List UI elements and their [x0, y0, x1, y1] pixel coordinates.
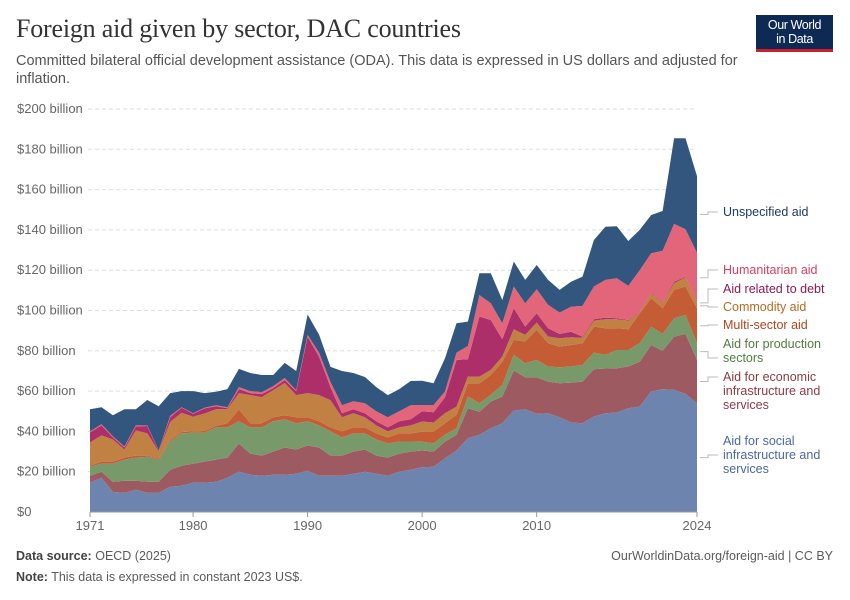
area-commodity-aid[interactable] — [90, 277, 697, 466]
label-connector — [700, 288, 718, 304]
label-connector — [700, 454, 718, 459]
data-source: Data source: OECD (2025) — [16, 549, 171, 563]
source-link[interactable]: OurWorldinData.org/foreign-aid | CC BY — [611, 549, 833, 563]
x-tick-label: 2010 — [522, 518, 551, 533]
series-label: Aid related to debt — [723, 282, 825, 296]
series-label: infrastructure and — [723, 448, 820, 462]
x-tick-label: 1980 — [179, 518, 208, 533]
series-label: Aid for social — [723, 434, 795, 448]
area-multi-sector-aid[interactable] — [90, 286, 697, 467]
y-tick-label: $0 — [17, 504, 31, 519]
y-tick-label: $40 billion — [17, 423, 76, 438]
chart-title: Foreign aid given by sector, DAC countri… — [16, 14, 461, 43]
owid-logo[interactable]: Our World in Data — [756, 15, 833, 52]
note: Note: This data is expressed in constant… — [16, 570, 303, 584]
area-aid-related-to-debt[interactable] — [90, 276, 697, 452]
y-tick-label: $60 billion — [17, 383, 76, 398]
series-label: Aid for production — [723, 337, 821, 351]
series-label: services — [723, 398, 769, 412]
x-tick-label: 2000 — [408, 518, 437, 533]
area-aid-for-production-sectors[interactable] — [90, 314, 697, 482]
x-tick-label: 2024 — [683, 518, 712, 533]
label-connector — [700, 211, 718, 215]
series-label: Aid for economic — [723, 370, 816, 384]
chart-subtitle: Committed bilateral official development… — [16, 53, 738, 87]
series-label: sectors — [723, 351, 763, 365]
y-tick-label: $200 billion — [17, 101, 83, 116]
label-connector — [700, 305, 718, 308]
series-label: services — [723, 462, 769, 476]
y-tick-label: $160 billion — [17, 182, 83, 197]
y-tick-label: $180 billion — [17, 141, 83, 156]
areas — [90, 138, 697, 512]
label-connector — [700, 269, 718, 279]
series-label: infrastructure and — [723, 384, 820, 398]
y-tick-label: $80 billion — [17, 343, 76, 358]
label-connector — [700, 324, 718, 327]
y-tick-label: $20 billion — [17, 464, 76, 479]
area-aid-for-social-infrastructure-and-services[interactable] — [90, 389, 697, 512]
series-label: Humanitarian aid — [723, 263, 818, 277]
y-tick-label: $140 billion — [17, 222, 83, 237]
y-tick-label: $100 billion — [17, 303, 83, 318]
x-tick-label: 1971 — [76, 518, 105, 533]
series-label: Commodity aid — [723, 300, 806, 314]
x-tick-label: 1990 — [293, 518, 322, 533]
series-label: Multi-sector aid — [723, 318, 808, 332]
label-connector — [700, 376, 718, 382]
label-connector — [700, 351, 718, 359]
y-tick-label: $120 billion — [17, 262, 83, 277]
series-label: Unspecified aid — [723, 205, 809, 219]
area-aid-for-economic-infrastructure-and-services[interactable] — [90, 333, 697, 493]
axes: $0 $20 billion $40 billion $60 billion $80 b… — [17, 101, 711, 533]
area-unspecified-aid[interactable] — [90, 138, 697, 451]
